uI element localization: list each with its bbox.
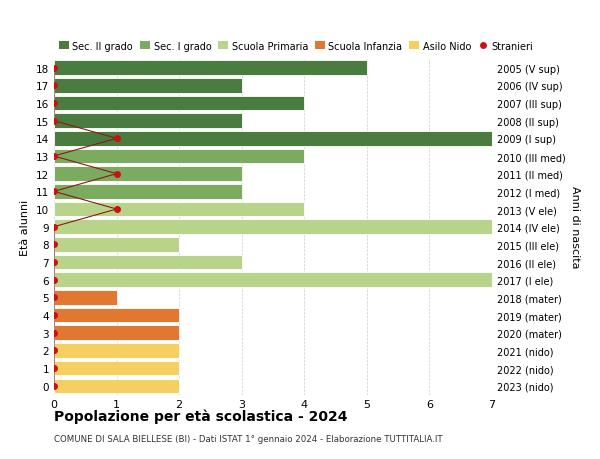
Text: Popolazione per età scolastica - 2024: Popolazione per età scolastica - 2024 xyxy=(54,409,347,423)
Bar xyxy=(54,61,367,76)
Bar xyxy=(54,361,179,375)
Point xyxy=(49,65,59,72)
Bar xyxy=(54,96,304,111)
Point xyxy=(49,259,59,266)
Bar xyxy=(54,343,179,358)
Bar xyxy=(54,273,492,287)
Bar xyxy=(54,326,179,340)
Point xyxy=(49,83,59,90)
Bar xyxy=(54,255,242,270)
Point xyxy=(49,364,59,372)
Point xyxy=(49,312,59,319)
Point xyxy=(49,294,59,302)
Bar xyxy=(54,308,179,323)
Bar xyxy=(54,238,179,252)
Point xyxy=(112,171,121,178)
Point xyxy=(112,135,121,143)
Point xyxy=(49,382,59,390)
Y-axis label: Anni di nascita: Anni di nascita xyxy=(569,186,580,269)
Point xyxy=(49,188,59,196)
Point xyxy=(49,241,59,248)
Bar xyxy=(54,150,304,164)
Bar xyxy=(54,79,242,93)
Point xyxy=(49,118,59,125)
Bar xyxy=(54,185,242,199)
Bar xyxy=(54,132,492,146)
Bar xyxy=(54,202,304,217)
Legend: Sec. II grado, Sec. I grado, Scuola Primaria, Scuola Infanzia, Asilo Nido, Stran: Sec. II grado, Sec. I grado, Scuola Prim… xyxy=(59,41,533,51)
Point xyxy=(112,206,121,213)
Point xyxy=(49,347,59,354)
Point xyxy=(49,276,59,284)
Text: COMUNE DI SALA BIELLESE (BI) - Dati ISTAT 1° gennaio 2024 - Elaborazione TUTTITA: COMUNE DI SALA BIELLESE (BI) - Dati ISTA… xyxy=(54,434,443,443)
Bar xyxy=(54,220,492,235)
Bar xyxy=(54,291,116,305)
Bar xyxy=(54,379,179,393)
Point xyxy=(49,330,59,337)
Bar xyxy=(54,114,242,129)
Point xyxy=(49,153,59,160)
Point xyxy=(49,100,59,107)
Bar xyxy=(54,167,242,181)
Y-axis label: Età alunni: Età alunni xyxy=(20,199,31,255)
Point xyxy=(49,224,59,231)
